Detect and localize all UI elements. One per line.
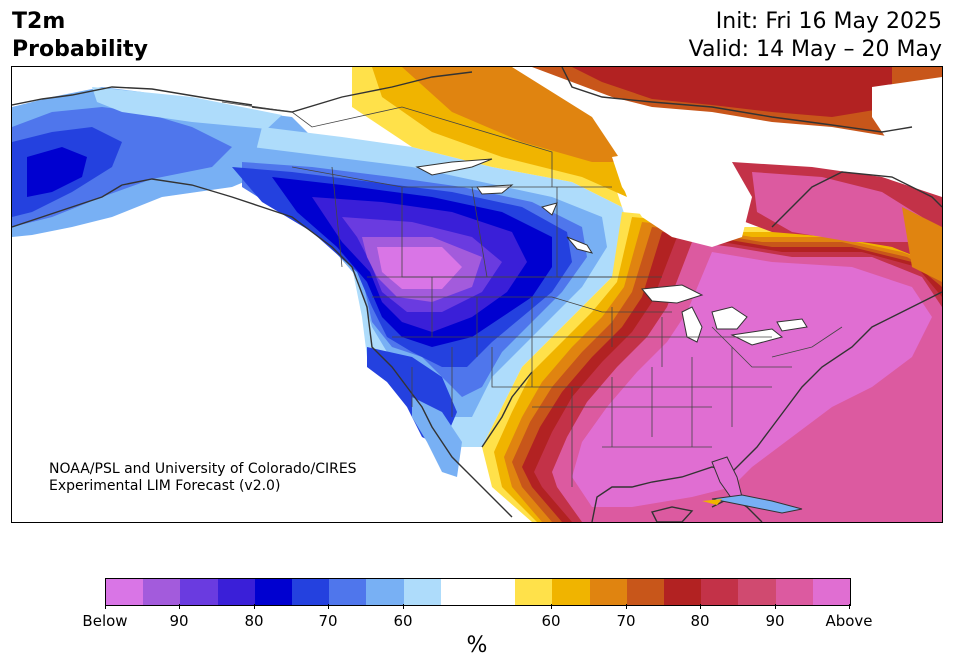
legend-tick-mark xyxy=(403,604,404,609)
legend-tick-label: 80 xyxy=(690,612,710,630)
legend-swatch xyxy=(143,579,181,605)
probability-map: NOAA/PSL and University of Colorado/CIRE… xyxy=(11,66,943,523)
legend-swatch xyxy=(626,579,665,605)
legend-swatch xyxy=(292,579,330,605)
legend-tick-label: 80 xyxy=(244,612,264,630)
forecast-dates: Init: Fri 16 May 2025 Valid: 14 May – 20… xyxy=(689,8,942,64)
legend-tick-label: 60 xyxy=(541,612,561,630)
alaska-below-field xyxy=(12,87,312,237)
legend-tick-label: 90 xyxy=(169,612,189,630)
credit-line-1: NOAA/PSL and University of Colorado/CIRE… xyxy=(49,461,357,477)
legend-tick-label: Below xyxy=(82,612,128,630)
valid-range: Valid: 14 May – 20 May xyxy=(688,37,942,62)
coastlines xyxy=(12,67,942,522)
legend-swatch xyxy=(106,579,144,605)
east-above-field xyxy=(482,212,942,522)
arctic-above-field xyxy=(352,67,942,282)
legend-tick-mark xyxy=(626,604,627,609)
legend-swatch xyxy=(254,579,293,605)
west-below-field xyxy=(232,127,632,477)
legend-tick-label: Above xyxy=(825,612,873,630)
init-date: Init: Fri 16 May 2025 xyxy=(715,9,942,34)
legend-tick-label: 90 xyxy=(765,612,785,630)
legend-swatch xyxy=(478,579,516,605)
legend-swatch xyxy=(440,579,479,605)
legend-tick-mark xyxy=(775,604,776,609)
credit-text: NOAA/PSL and University of Colorado/CIRE… xyxy=(49,461,357,495)
map-svg xyxy=(12,67,942,522)
legend-swatch xyxy=(329,579,367,605)
legend-swatch xyxy=(664,579,702,605)
legend-tick-label: 60 xyxy=(393,612,413,630)
legend-unit: % xyxy=(466,633,488,658)
color-legend xyxy=(105,578,851,606)
legend-swatch xyxy=(812,579,851,605)
legend-swatch xyxy=(515,579,553,605)
legend-swatch xyxy=(738,579,776,605)
legend-tick-mark xyxy=(328,604,329,609)
legend-tick-label: 70 xyxy=(318,612,338,630)
legend-tick-mark xyxy=(179,604,180,609)
legend-tick-mark xyxy=(849,604,850,609)
legend-swatch xyxy=(775,579,813,605)
hudson-bay xyxy=(612,77,942,247)
legend-swatch xyxy=(701,579,739,605)
legend-tick-mark xyxy=(254,604,255,609)
legend-tick-label: 70 xyxy=(616,612,636,630)
legend-swatch xyxy=(403,579,441,605)
map-title: T2m Probability xyxy=(12,8,148,64)
title-type: Probability xyxy=(12,37,148,62)
legend-swatch xyxy=(552,579,590,605)
legend-ticks: Below 90 80 70 60 60 70 80 90 Above xyxy=(82,604,873,634)
legend-swatch xyxy=(217,579,255,605)
credit-line-2: Experimental LIM Forecast (v2.0) xyxy=(49,478,281,494)
legend-tick-mark xyxy=(105,604,106,609)
legend-tick-mark xyxy=(700,604,701,609)
political-borders xyxy=(221,101,843,487)
legend-swatch xyxy=(180,579,218,605)
legend-swatch xyxy=(589,579,627,605)
legend-tick-mark xyxy=(551,604,552,609)
legend-swatch xyxy=(366,579,404,605)
title-variable: T2m xyxy=(12,9,66,34)
